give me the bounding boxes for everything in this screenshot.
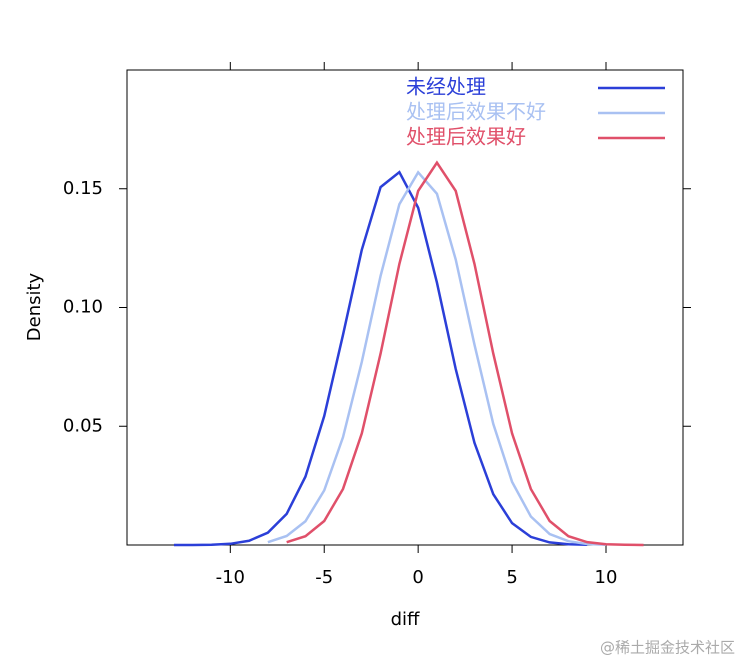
x-tick-label: 10 xyxy=(595,567,618,588)
legend-label: 处理后效果不好 xyxy=(406,100,546,124)
x-tick-label: 0 xyxy=(412,567,423,588)
x-axis-label: diff xyxy=(391,609,420,630)
x-tick-label: -10 xyxy=(216,567,245,588)
y-tick-label: 0.05 xyxy=(63,415,103,436)
legend-label: 未经处理 xyxy=(406,75,486,99)
density-line xyxy=(267,170,607,547)
density-line xyxy=(286,160,644,547)
x-tick-label: -5 xyxy=(315,567,333,588)
y-tick-label: 0.10 xyxy=(63,297,103,318)
y-axis-label: Density xyxy=(24,272,45,341)
y-tick-label: 0.15 xyxy=(63,178,103,199)
density-line xyxy=(173,170,588,547)
watermark: @稀土掘金技术社区 xyxy=(600,639,735,657)
legend-label: 处理后效果好 xyxy=(406,125,526,149)
x-tick-label: 5 xyxy=(506,567,517,588)
plot-frame xyxy=(126,69,684,546)
